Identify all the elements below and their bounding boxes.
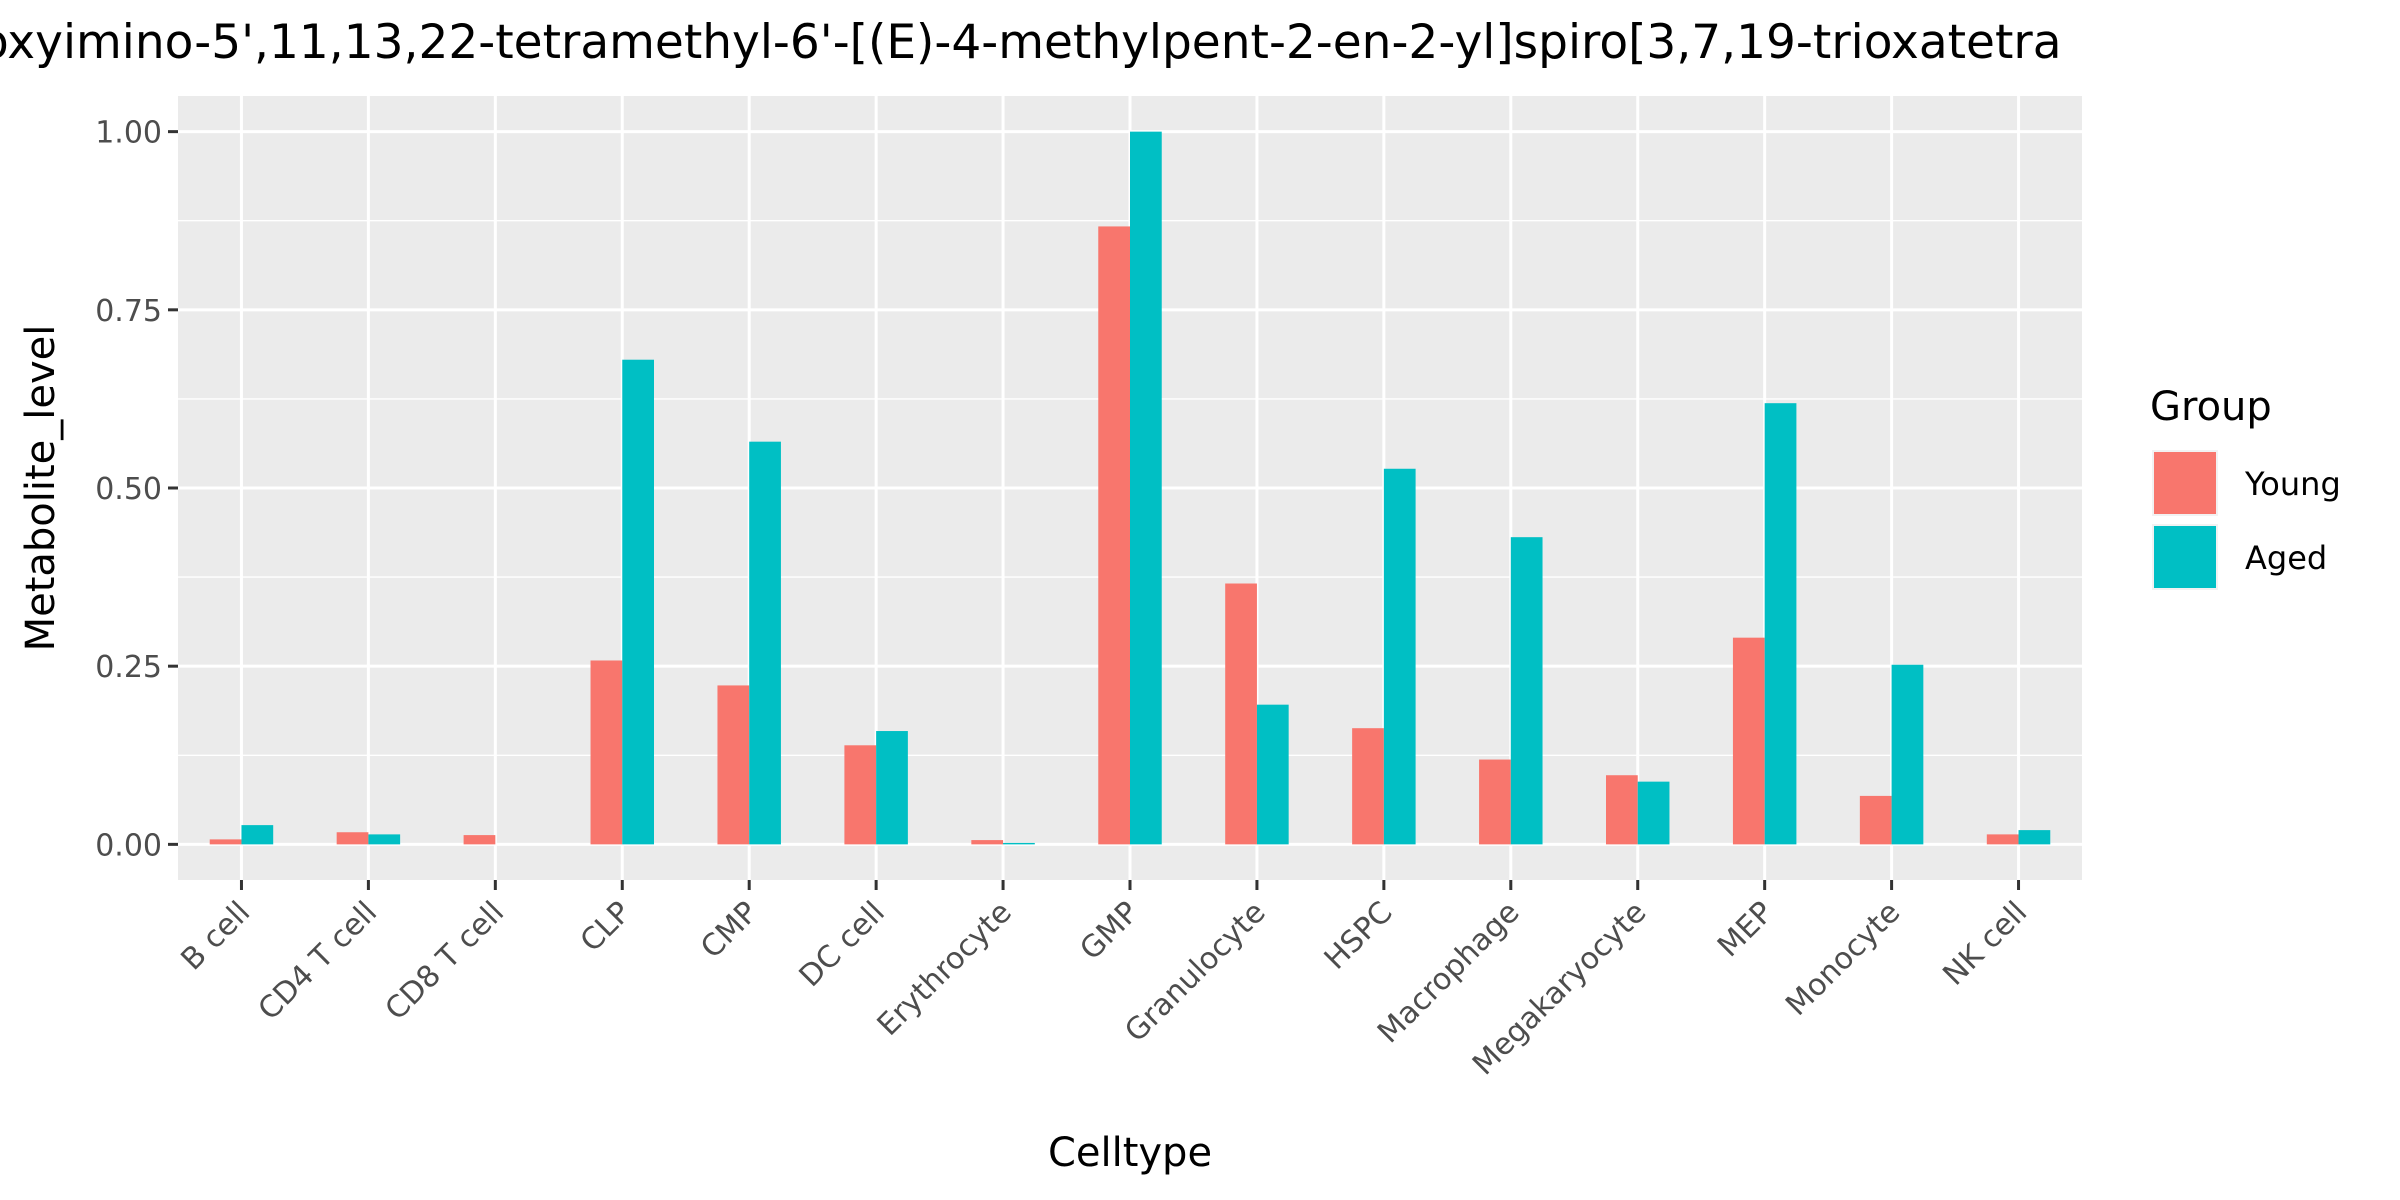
bar-young (1479, 759, 1511, 845)
y-axis-title: Metabolite_level (18, 325, 64, 652)
x-axis-title: Celltype (1048, 1130, 1212, 1176)
bar-young (590, 660, 623, 845)
legend-items: Young Aged (2152, 450, 2341, 590)
bar-aged (1130, 131, 1162, 845)
y-tick-label: 1.00 (95, 116, 162, 151)
bar-aged (1764, 403, 1797, 845)
bars-layer (209, 131, 2051, 845)
bar-aged (622, 359, 654, 845)
bar-aged (1383, 468, 1416, 845)
legend-key-aged (2154, 526, 2216, 588)
bar-aged (1891, 664, 1924, 845)
x-tick-label: B cell (175, 895, 258, 978)
bar-young (1986, 834, 2019, 845)
bar-aged (876, 731, 908, 845)
legend-title: Group (2150, 384, 2272, 430)
bar-aged (1003, 842, 1035, 845)
legend-label: Young (2244, 465, 2341, 503)
bar-young (844, 745, 877, 845)
bar-young (1098, 226, 1130, 845)
bar-young (1859, 795, 1892, 845)
x-tick-label: HSPC (1318, 895, 1400, 977)
bar-young (717, 685, 750, 845)
bar-young (1732, 637, 1765, 845)
legend-key-young (2154, 452, 2216, 514)
x-tick-label: GMP (1073, 895, 1145, 967)
y-tick-label: 0.00 (95, 828, 162, 863)
bar-aged (1256, 704, 1289, 845)
bar-young (336, 832, 369, 845)
bar-aged (2018, 830, 2051, 845)
legend: Group Young Aged (2150, 384, 2341, 590)
bar-aged (241, 825, 274, 845)
legend-label: Aged (2245, 539, 2327, 577)
bar-young (1352, 728, 1384, 845)
bar-aged (368, 834, 401, 845)
x-tick-label: CD8 T cell (379, 895, 511, 1027)
x-tick-label: CMP (694, 895, 765, 966)
x-tick-label: DC cell (793, 895, 892, 994)
x-tick-label: CLP (574, 895, 638, 959)
y-tick-label: 0.75 (95, 294, 162, 329)
bar-young (209, 839, 242, 845)
x-tick-label: Erythrocyte (871, 895, 1019, 1043)
chart-title: oxyimino-5',11,13,22-tetramethyl-6'-[(E)… (0, 15, 2062, 70)
x-tick-label: Monocyte (1779, 895, 1907, 1023)
bar-young (971, 840, 1004, 845)
bar-aged (749, 441, 781, 845)
bar-young (1606, 775, 1638, 845)
bar-young (463, 835, 496, 845)
bar-aged (1637, 781, 1670, 845)
x-tick-label: CD4 T cell (252, 895, 384, 1027)
bar-young (1225, 583, 1257, 845)
x-tick-label: MEP (1711, 895, 1780, 964)
bar-aged (1510, 537, 1543, 845)
x-tick-label: NK cell (1936, 895, 2034, 993)
y-tick-label: 0.25 (95, 650, 162, 685)
y-tick-label: 0.50 (95, 472, 162, 507)
